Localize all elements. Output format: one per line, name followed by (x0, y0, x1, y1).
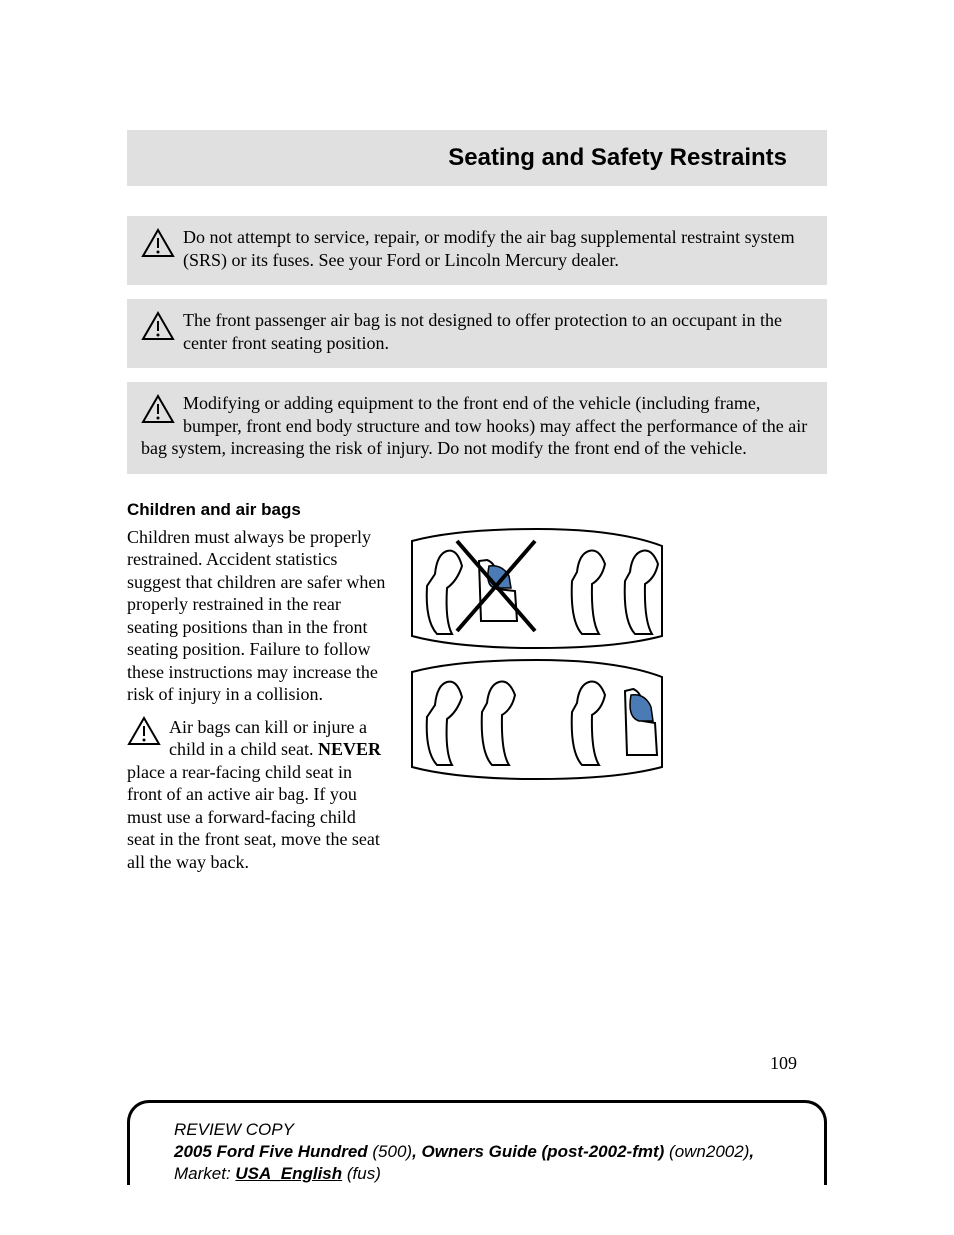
left-column: Children must always be properly restrai… (127, 526, 387, 874)
vehicle-name: 2005 Ford Five Hundred (174, 1142, 368, 1161)
diagram-wrong (407, 526, 827, 657)
section-title: Seating and Safety Restraints (448, 144, 787, 171)
sep: , (749, 1142, 754, 1161)
inline-warning: Air bags can kill or injure a child in a… (127, 716, 387, 874)
warning-box-2: The front passenger air bag is not desig… (127, 299, 827, 368)
review-copy-box: REVIEW COPY 2005 Ford Five Hundred (500)… (127, 1100, 827, 1185)
children-subheading: Children and air bags (127, 500, 827, 520)
right-column (407, 526, 827, 788)
guide-name: Owners Guide (post-2002-fmt) (422, 1142, 665, 1161)
warning-text: The front passenger air bag is not desig… (141, 309, 813, 354)
guide-code: (own2002) (664, 1142, 749, 1161)
two-column-layout: Children must always be properly restrai… (127, 526, 827, 874)
market-label: Market: (174, 1164, 235, 1183)
header-bar: Seating and Safety Restraints (127, 130, 827, 186)
never-word: NEVER (318, 739, 381, 759)
review-market-line: Market: USA_English (fus) (174, 1163, 798, 1185)
market-code: (fus) (342, 1164, 381, 1183)
vehicle-code: (500) (368, 1142, 412, 1161)
review-label: REVIEW COPY (174, 1119, 798, 1141)
page-number: 109 (127, 1053, 827, 1074)
inline-warning-rest: place a rear-facing child seat in front … (127, 762, 380, 872)
warning-icon (127, 716, 161, 752)
page: Seating and Safety Restraints Do not att… (0, 0, 954, 1235)
warning-text: Do not attempt to service, repair, or mo… (141, 226, 813, 271)
warning-icon (141, 394, 175, 429)
market-name: USA_English (235, 1164, 342, 1183)
sep: , (412, 1142, 421, 1161)
warning-box-3: Modifying or adding equipment to the fro… (127, 382, 827, 474)
diagram-correct (407, 657, 827, 788)
warning-icon (141, 228, 175, 263)
warning-text: Modifying or adding equipment to the fro… (141, 392, 813, 460)
children-body-text: Children must always be properly restrai… (127, 526, 387, 706)
review-vehicle-line: 2005 Ford Five Hundred (500), Owners Gui… (174, 1141, 798, 1163)
warning-icon (141, 311, 175, 346)
warning-box-1: Do not attempt to service, repair, or mo… (127, 216, 827, 285)
